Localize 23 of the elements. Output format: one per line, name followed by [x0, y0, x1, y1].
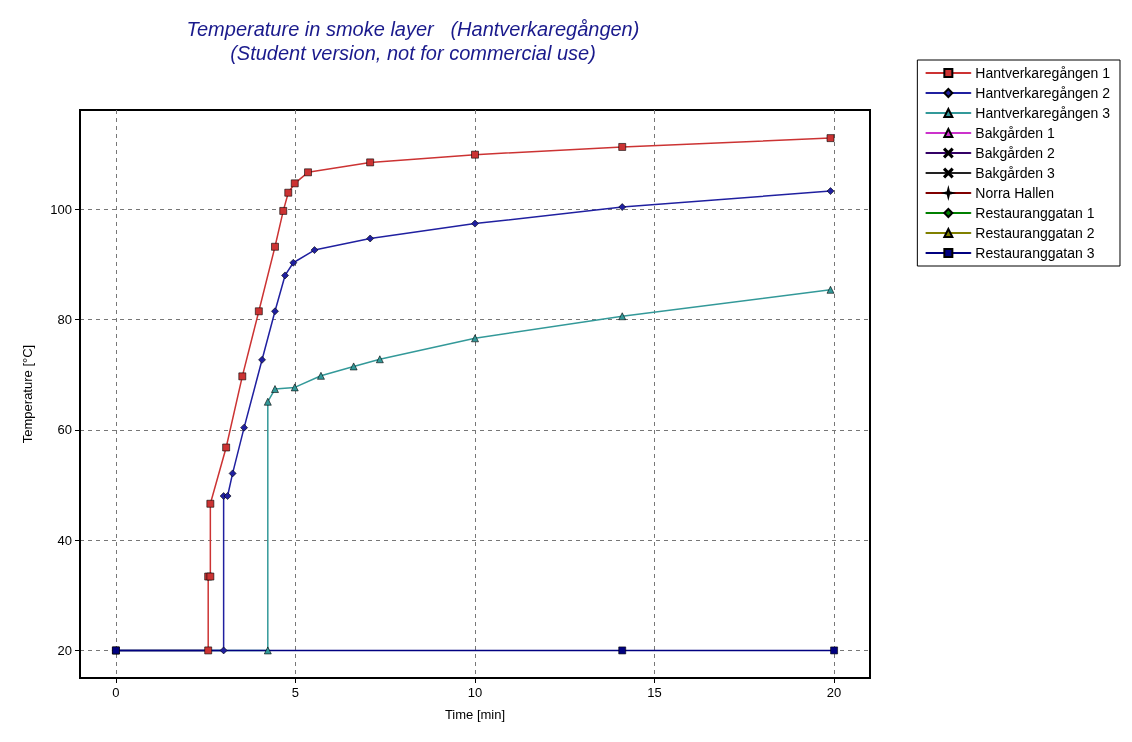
legend-label: Bakgården 2	[975, 145, 1055, 161]
y-tick-label: 80	[57, 312, 72, 328]
x-axis-title: Time [min]	[444, 707, 506, 722]
legend-label: Norra Hallen	[975, 185, 1054, 201]
legend-label: Hantverkaregången 2	[975, 85, 1111, 101]
y-tick-label: 100	[50, 201, 72, 217]
legend-label: Hantverkaregången 3	[975, 105, 1111, 121]
x-tick-label: 15	[647, 685, 662, 700]
y-tick-label: 60	[57, 422, 72, 438]
legend-label: Restauranggatan 2	[975, 225, 1095, 241]
x-tick-label: 5	[291, 685, 300, 700]
x-tick-label: 0	[112, 685, 120, 700]
legend-label: Hantverkaregången 1	[975, 65, 1111, 81]
chart-title: Temperature in smoke layer (Hantverkaregången) (Student version, not for commercial use)	[186, 18, 640, 64]
legend-label: Bakgården 1	[975, 125, 1055, 141]
x-tick-label: 20	[826, 685, 842, 700]
legend-label: Bakgården 3	[975, 165, 1055, 181]
y-tick-label: 40	[57, 532, 72, 548]
x-tick-label: 10	[467, 685, 483, 700]
y-axis-title: Temperature [°C]	[20, 344, 35, 444]
legend-label: Restauranggatan 1	[975, 205, 1095, 221]
legend-label: Restauranggatan 3	[975, 245, 1095, 261]
y-tick-label: 20	[57, 642, 72, 658]
